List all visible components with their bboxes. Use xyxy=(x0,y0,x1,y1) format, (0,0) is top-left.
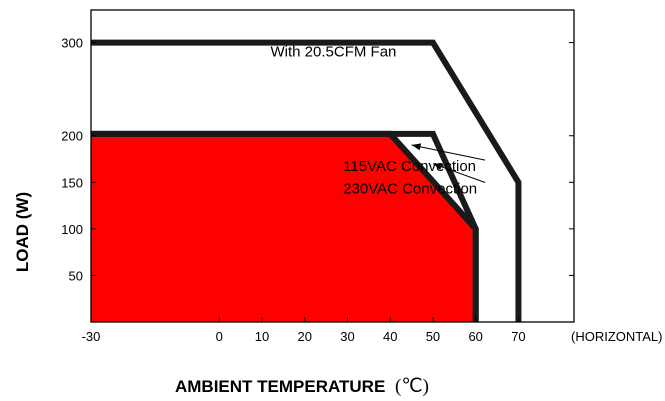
fill-layer xyxy=(91,133,476,322)
annotation-arrowhead-2 xyxy=(432,163,443,171)
y-tick-label-1: 100 xyxy=(61,222,83,237)
x-axis-orientation-label: (HORIZONTAL) xyxy=(571,329,662,344)
annotation-arrow-2 xyxy=(432,163,486,183)
series-fill-2 xyxy=(91,133,476,322)
x-axis-title-text: AMBIENT TEMPERATURE xyxy=(175,377,385,396)
x-tick-label-1: 0 xyxy=(216,329,223,344)
annotation-arrow-1 xyxy=(411,144,486,161)
y-tick-label-4: 300 xyxy=(61,36,83,51)
plot-frame xyxy=(90,9,575,323)
x-tick-label-6: 50 xyxy=(426,329,440,344)
y-tick-label-2: 150 xyxy=(61,175,83,190)
x-axis-title: AMBIENT TEMPERATURE (℃) xyxy=(175,376,429,397)
x-axis-title-unit: (℃) xyxy=(395,376,429,397)
y-tick-label-3: 200 xyxy=(61,129,83,144)
series-lines xyxy=(91,39,522,322)
series-line-2 xyxy=(91,130,479,322)
y-axis-title: LOAD (W) xyxy=(13,192,32,272)
x-tick-label-2: 10 xyxy=(255,329,269,344)
annotation-arrowhead-1 xyxy=(411,143,422,151)
y-tick-label-0: 50 xyxy=(69,268,83,283)
series-line-0 xyxy=(91,39,522,322)
annotation-layer: With 20.5CFM Fan 115VAC Convection 230VAC … xyxy=(271,44,486,197)
x-tick-label-3: 20 xyxy=(297,329,311,344)
annotation-1: 115VAC Convection xyxy=(343,158,476,175)
tick-layer: -30 0 10 20 30 40 50 60 70 50 100 150 200 300 xyxy=(61,36,574,344)
annotation-0: With 20.5CFM Fan xyxy=(271,44,397,61)
x-tick-label-8: 70 xyxy=(511,329,525,344)
x-tick-label-5: 40 xyxy=(383,329,397,344)
x-tick-label-7: 60 xyxy=(468,329,482,344)
annotation-2: 230VAC Convection xyxy=(343,180,477,197)
x-tick-label-4: 30 xyxy=(340,329,354,344)
x-tick-label-0: -30 xyxy=(82,329,101,344)
